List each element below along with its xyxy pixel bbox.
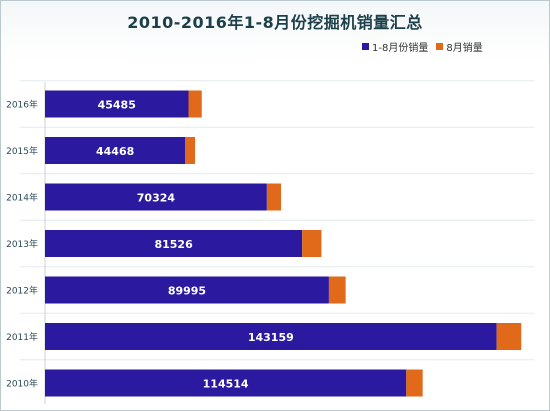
bar-series2-3 xyxy=(302,230,322,257)
legend-swatch-2 xyxy=(436,43,444,50)
bar-series1-6 xyxy=(45,369,407,397)
data-label-1: 44468 xyxy=(96,145,134,158)
data-label-0: 45485 xyxy=(98,99,136,112)
legend-swatch-1 xyxy=(362,43,369,50)
data-label-4: 89995 xyxy=(168,285,206,298)
data-label-5: 143159 xyxy=(248,331,294,344)
category-label-6: 2010年 xyxy=(6,378,38,390)
bar-series1-0 xyxy=(45,90,189,118)
bar-series2-2 xyxy=(266,183,282,211)
bar-series1-2 xyxy=(45,183,267,211)
data-label-3: 81526 xyxy=(154,238,193,251)
bar-series2-4 xyxy=(328,276,346,304)
bar-series2-6 xyxy=(406,369,423,397)
bar-series2-5 xyxy=(496,323,522,350)
category-label-3: 2013年 xyxy=(6,238,38,250)
legend-label-1: 1-8月份销量 xyxy=(372,43,429,54)
category-label-0: 2016年 xyxy=(6,99,38,111)
data-label-6: 114514 xyxy=(203,378,249,391)
bar-series2-1 xyxy=(185,137,196,164)
bar-series1-3 xyxy=(45,230,303,257)
bar-series1-1 xyxy=(45,137,186,164)
legend-item-2: 8月销量 xyxy=(436,39,483,54)
bar-series1-5 xyxy=(45,323,497,350)
chart-title: 2010-2016年1-8月份挖掘机销量汇总 xyxy=(127,13,423,32)
category-label-4: 2012年 xyxy=(6,285,38,297)
bar-series1-4 xyxy=(45,276,329,304)
data-label-2: 70324 xyxy=(137,192,176,205)
legend-label-2: 8月销量 xyxy=(446,43,483,54)
category-label-1: 2015年 xyxy=(6,145,38,157)
category-label-5: 2011年 xyxy=(6,331,38,343)
legend-item-1: 1-8月份销量 xyxy=(362,39,428,54)
category-label-2: 2014年 xyxy=(6,192,38,204)
bar-series2-0 xyxy=(188,90,202,118)
legend: 1-8月份销量 8月销量 xyxy=(362,39,491,54)
